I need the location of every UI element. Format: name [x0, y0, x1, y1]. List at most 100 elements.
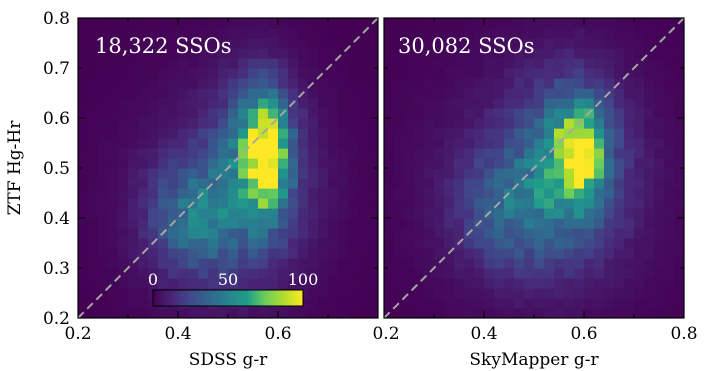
heatmap-cell	[414, 18, 425, 29]
heatmap-cell	[348, 238, 359, 249]
heatmap-cell	[198, 258, 209, 269]
heatmap-cell	[258, 198, 269, 209]
heatmap-cell	[464, 178, 475, 189]
heatmap-cell	[604, 208, 615, 219]
heatmap-cell	[328, 18, 339, 29]
axis-ticks-skymapper	[383, 17, 685, 319]
heatmap-cell	[604, 248, 615, 259]
heatmap-cell	[118, 308, 129, 318]
heatmap-cell	[268, 68, 279, 79]
heatmap-cell	[644, 178, 655, 189]
heatmap-cell	[614, 28, 625, 39]
heatmap-cell	[604, 178, 615, 189]
heatmap-cell	[288, 78, 299, 89]
heatmap-cell	[358, 68, 369, 79]
heatmap-cell	[308, 308, 319, 318]
heatmap-cell	[414, 68, 425, 79]
heatmap-cell	[644, 288, 655, 299]
heatmap-cell	[674, 168, 684, 179]
heatmap-cell	[494, 248, 505, 259]
heatmap-cell	[98, 68, 109, 79]
heatmap-cell	[148, 78, 159, 89]
heatmap-cell	[198, 18, 209, 29]
heatmap-cell	[178, 218, 189, 229]
heatmap-cell	[464, 278, 475, 289]
heatmap-cell	[318, 268, 329, 279]
heatmap-cell	[118, 208, 129, 219]
heatmap-cell	[198, 168, 209, 179]
heatmap-cell	[564, 68, 575, 79]
heatmap-cell	[338, 228, 349, 239]
heatmap-cell	[464, 288, 475, 299]
heatmap-cell	[168, 188, 179, 199]
heatmap-cell	[554, 58, 565, 69]
heatmap-cell	[384, 18, 395, 29]
heatmap-cell	[208, 148, 219, 159]
heatmap-cell	[464, 208, 475, 219]
heatmap-cell	[88, 58, 99, 69]
heatmap-cell	[148, 98, 159, 109]
heatmap-cell	[248, 308, 259, 318]
heatmap-cell	[88, 128, 99, 139]
heatmap-cell	[228, 258, 239, 269]
heatmap-cell	[128, 248, 139, 259]
heatmap-cell	[434, 218, 445, 229]
heatmap-cell	[624, 248, 635, 259]
heatmap-cell	[138, 268, 149, 279]
heatmap-cell	[138, 18, 149, 29]
heatmap-cell	[644, 98, 655, 109]
heatmap-cell	[328, 208, 339, 219]
heatmap-cell	[258, 78, 269, 89]
heatmap-cell	[514, 288, 525, 299]
heatmap-cell	[338, 108, 349, 119]
heatmap-cell	[634, 148, 645, 159]
heatmap-cell	[258, 48, 269, 59]
heatmap-cell	[394, 58, 405, 69]
heatmap-cell	[198, 98, 209, 109]
heatmap-cell	[158, 178, 169, 189]
heatmap-cell	[424, 98, 435, 109]
heatmap-cell	[454, 278, 465, 289]
heatmap-cell	[474, 58, 485, 69]
heatmap-cell	[634, 78, 645, 89]
heatmap-cell	[248, 168, 259, 179]
heatmap-cell	[218, 58, 229, 69]
heatmap-cell	[328, 218, 339, 229]
heatmap-cell	[574, 48, 585, 59]
heatmap-cell	[338, 148, 349, 159]
heatmap-cell	[644, 38, 655, 49]
heatmap-cell	[464, 68, 475, 79]
heatmap-cell	[128, 128, 139, 139]
heatmap-cell	[514, 218, 525, 229]
heatmap-cell	[674, 48, 684, 59]
heatmap-cell	[534, 118, 545, 129]
heatmap-cell	[258, 178, 269, 189]
heatmap-cell	[464, 108, 475, 119]
heatmap-cell	[358, 288, 369, 299]
heatmap-cell	[384, 38, 395, 49]
heatmap-cell	[644, 108, 655, 119]
heatmap-cell	[564, 238, 575, 249]
heatmap-cell	[534, 58, 545, 69]
heatmap-cell	[404, 88, 415, 99]
heatmap-cell	[238, 138, 249, 149]
heatmap-cell	[534, 88, 545, 99]
heatmap-cell	[594, 298, 605, 309]
heatmap-cell	[584, 188, 595, 199]
heatmap-cell	[424, 228, 435, 239]
heatmap-cell	[348, 78, 359, 89]
heatmap-cell	[414, 108, 425, 119]
heatmap-cell	[494, 88, 505, 99]
heatmap-cell	[504, 288, 515, 299]
heatmap-cell	[248, 248, 259, 259]
heatmap-cell	[604, 28, 615, 39]
heatmap-cell	[624, 68, 635, 79]
heatmap-cell	[288, 48, 299, 59]
heatmap-cell	[158, 98, 169, 109]
heatmap-cell	[534, 98, 545, 109]
heatmap-cell	[358, 98, 369, 109]
heatmap-cell	[674, 98, 684, 109]
heatmap-cell	[674, 38, 684, 49]
heatmap-cell	[404, 298, 415, 309]
heatmap-cell	[384, 118, 395, 129]
